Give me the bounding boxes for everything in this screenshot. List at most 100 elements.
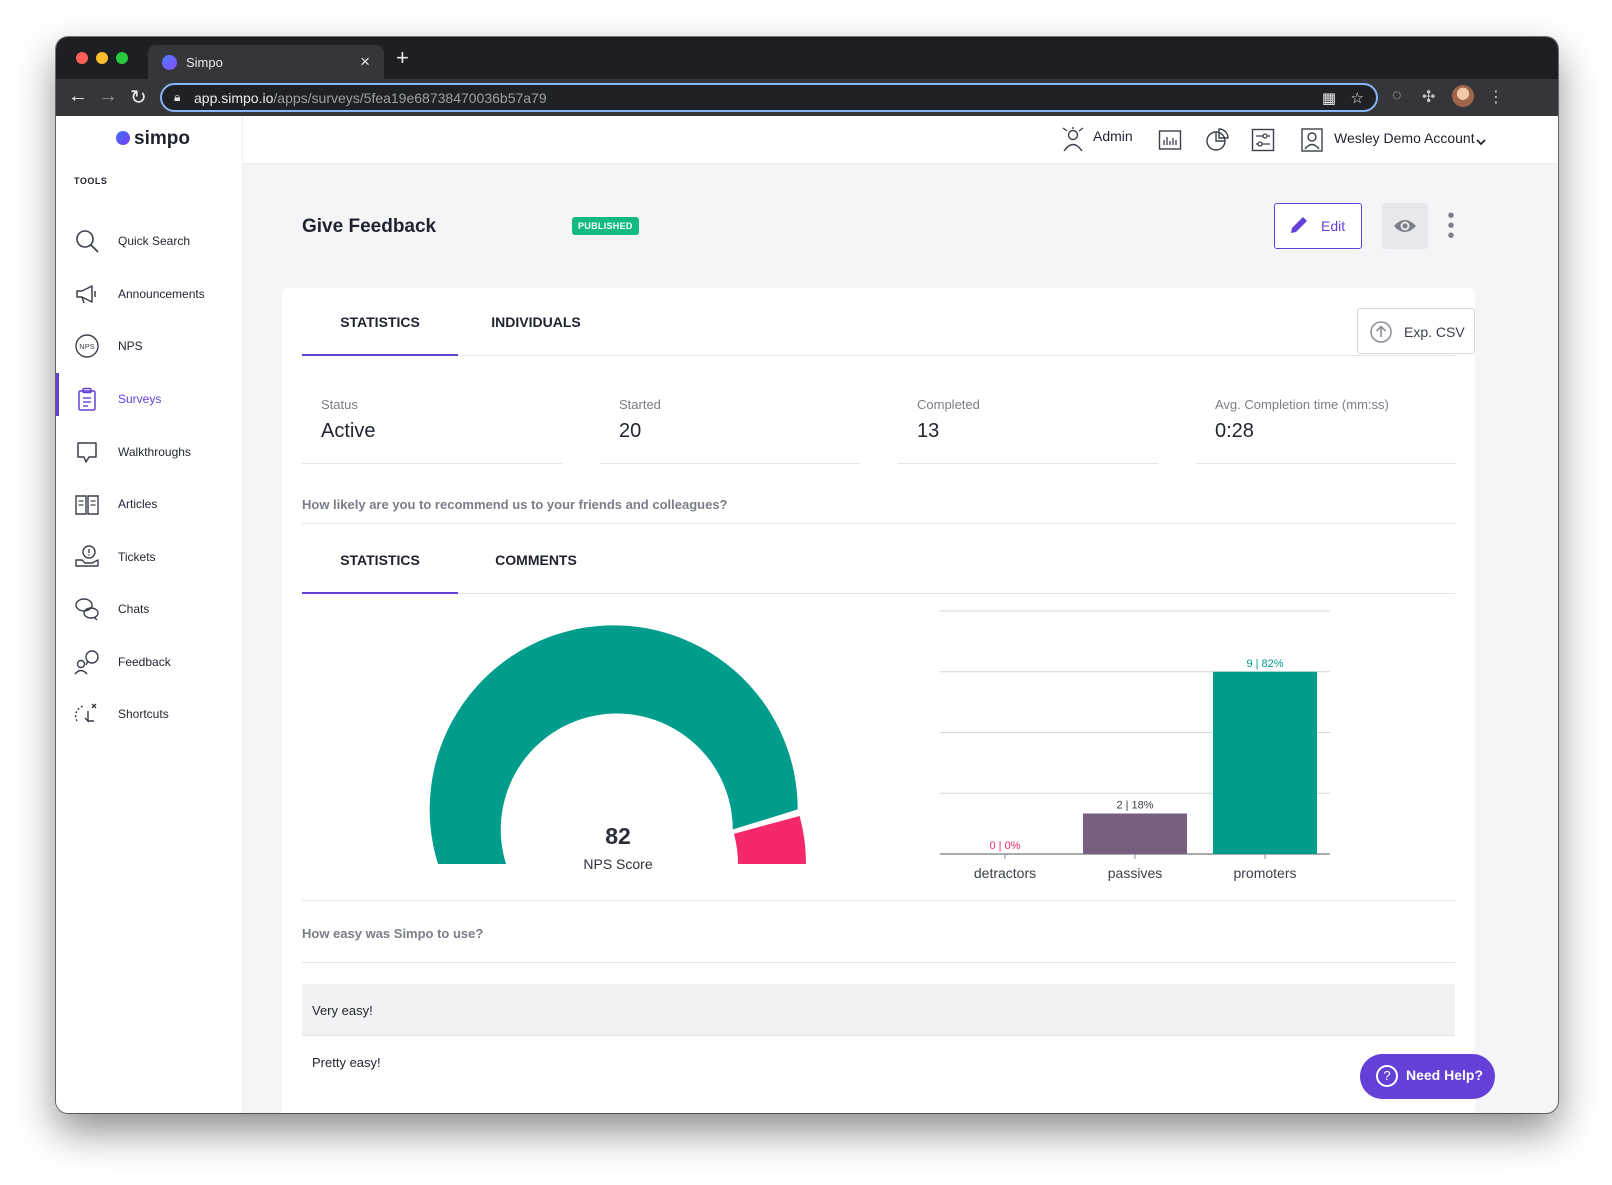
extensions-puzzle-icon[interactable]: ✣ xyxy=(1422,89,1436,106)
answer-row: Very easy! xyxy=(302,984,1455,1036)
nps-bar-chart: 0 | 0% detractors 2 | 18% passives 9 | 82% pr… xyxy=(940,610,1330,881)
sidebar-item-label: Shortcuts xyxy=(118,707,169,721)
bar-chart-icon[interactable] xyxy=(1158,128,1182,152)
answer-row: Pretty easy! xyxy=(302,1036,1455,1088)
need-help-button[interactable]: ? Need Help? xyxy=(1360,1054,1495,1099)
pencil-icon xyxy=(1291,217,1307,233)
sidebar-item-label: Announcements xyxy=(118,287,205,301)
tab-strip: Simpo × + xyxy=(56,37,1558,79)
stat-label: Completed xyxy=(917,397,980,412)
gauge-score-arc xyxy=(429,625,798,864)
edit-button[interactable]: Edit xyxy=(1274,203,1362,249)
star-icon[interactable]: ☆ xyxy=(1350,90,1364,107)
browser-toolbar: ← → ↻ 🔒︎ app.simpo.io/apps/surveys/5fea1… xyxy=(56,79,1558,116)
sidebar-item-quick-search[interactable]: Quick Search xyxy=(56,215,243,267)
answer-text: Very easy! xyxy=(312,1003,373,1018)
sidebar-item-label: Articles xyxy=(118,497,158,511)
eye-icon xyxy=(1394,220,1416,232)
sidebar-item-surveys[interactable]: Surveys xyxy=(56,373,243,425)
tab-question-statistics[interactable]: STATISTICS xyxy=(340,552,420,568)
browser-tab[interactable]: Simpo × xyxy=(148,45,384,79)
sidebar-item-articles[interactable]: Articles xyxy=(56,478,243,530)
sidebar-item-label: Tickets xyxy=(118,550,156,564)
account-name[interactable]: Wesley Demo Account xyxy=(1334,130,1475,146)
back-arrow-icon[interactable]: ← xyxy=(68,85,88,107)
x-tick-label: promoters xyxy=(1233,865,1296,881)
chat-icon xyxy=(75,598,99,621)
address-bar[interactable]: 🔒︎ app.simpo.io/apps/surveys/5fea19e6873… xyxy=(160,83,1378,112)
nps-chart-area: 82 NPS Score 0 | 0% detractors 2 | 18% passi… xyxy=(302,596,1455,901)
tab-comments[interactable]: COMMENTS xyxy=(495,552,577,568)
preview-button[interactable] xyxy=(1382,203,1428,249)
sync-icon[interactable]: ◌ xyxy=(1392,87,1402,104)
sidebar-item-label: Surveys xyxy=(118,392,162,406)
tab-statistics[interactable]: STATISTICS xyxy=(340,314,420,330)
megaphone-icon xyxy=(76,285,96,304)
nps-gauge-chart: 82 NPS Score xyxy=(429,625,806,872)
export-csv-button[interactable]: Exp. CSV xyxy=(1357,308,1475,354)
stat-value: 13 xyxy=(917,420,940,442)
x-tick-label: detractors xyxy=(974,865,1036,881)
nps-icon: NPS xyxy=(75,334,99,358)
upload-icon xyxy=(1370,321,1392,343)
user-account-icon[interactable] xyxy=(1301,128,1323,152)
sidebar-item-feedback[interactable]: Feedback xyxy=(56,636,243,688)
qr-code-icon[interactable]: ▦ xyxy=(1321,90,1336,107)
sidebar-item-nps[interactable]: NPS NPS xyxy=(56,320,243,372)
clipboard-icon xyxy=(78,387,96,411)
stat-value: 0:28 xyxy=(1215,420,1254,442)
url-path: /apps/surveys/5fea19e68738470036b57a79 xyxy=(273,90,547,106)
sidebar-item-label: Walkthroughs xyxy=(118,445,191,459)
sidebar-item-chats[interactable]: Chats xyxy=(56,583,243,635)
shortcut-icon xyxy=(74,703,97,723)
browser-menu-icon[interactable]: ⋮ xyxy=(1488,89,1504,106)
stat-completed: Completed 13 xyxy=(898,380,1158,464)
sidebar-item-announcements[interactable]: Announcements xyxy=(56,268,243,320)
stat-avg-completion-time: Avg. Completion time (mm:ss) 0:28 xyxy=(1196,380,1456,464)
tab-individuals[interactable]: INDIVIDUALS xyxy=(491,314,581,330)
status-badge: PUBLISHED xyxy=(572,217,639,235)
browser-tab-title: Simpo xyxy=(186,55,223,70)
question-heading: How easy was Simpo to use? xyxy=(302,903,1455,963)
admin-link[interactable]: Admin xyxy=(1093,128,1133,144)
sidebar-item-walkthroughs[interactable]: Walkthroughs xyxy=(56,426,243,478)
sidebar-item-tickets[interactable]: Tickets xyxy=(56,531,243,583)
new-tab-button[interactable]: + xyxy=(396,45,409,70)
stat-started: Started 20 xyxy=(600,380,860,464)
book-icon xyxy=(75,495,99,515)
survey-card: STATISTICS INDIVIDUALS Exp. CSV Status A… xyxy=(282,288,1475,1113)
svg-text:NPS: NPS xyxy=(79,342,94,351)
close-tab-icon[interactable]: × xyxy=(360,52,370,71)
sidebar-item-label: NPS xyxy=(118,339,143,353)
url-host: app.simpo.io xyxy=(194,90,274,106)
reload-icon[interactable]: ↻ xyxy=(130,87,147,109)
stat-label: Status xyxy=(321,397,358,412)
simpo-logo[interactable]: simpo xyxy=(116,128,190,150)
close-window-button[interactable] xyxy=(76,52,88,64)
logo-text: simpo xyxy=(134,128,190,149)
question-heading: How likely are you to recommend us to yo… xyxy=(302,484,1455,524)
settings-sliders-icon[interactable] xyxy=(1251,128,1275,152)
maximize-window-button[interactable] xyxy=(116,52,128,64)
chevron-down-icon[interactable] xyxy=(1475,136,1487,148)
bar-promoters xyxy=(1213,671,1317,854)
forward-arrow-icon[interactable]: → xyxy=(98,85,118,107)
profile-avatar[interactable] xyxy=(1452,85,1474,107)
more-options-icon[interactable]: • • • xyxy=(1447,205,1455,247)
survey-tabs: STATISTICS INDIVIDUALS Exp. CSV xyxy=(302,288,1475,356)
browser-window: Simpo × + ← → ↻ 🔒︎ app.simpo.io/apps/sur… xyxy=(56,37,1558,1113)
answer-text: Pretty easy! xyxy=(312,1055,381,1070)
stat-value: Active xyxy=(321,420,376,442)
question-tabs: STATISTICS COMMENTS xyxy=(302,526,1455,594)
minimize-window-button[interactable] xyxy=(96,52,108,64)
feedback-icon xyxy=(74,650,99,675)
bar-data-label: 0 | 0% xyxy=(990,840,1021,852)
x-tick-label: passives xyxy=(1108,865,1162,881)
app-page: simpo TOOLS Quick Search Announcements N… xyxy=(56,116,1558,1113)
sidebar-item-shortcuts[interactable]: Shortcuts xyxy=(56,688,243,740)
app-header: Admin Wesley Demo Account xyxy=(243,116,1558,164)
stat-label: Avg. Completion time (mm:ss) xyxy=(1215,397,1389,412)
admin-icon[interactable] xyxy=(1061,126,1085,152)
export-csv-label: Exp. CSV xyxy=(1404,324,1465,340)
pie-chart-icon[interactable] xyxy=(1205,128,1229,152)
